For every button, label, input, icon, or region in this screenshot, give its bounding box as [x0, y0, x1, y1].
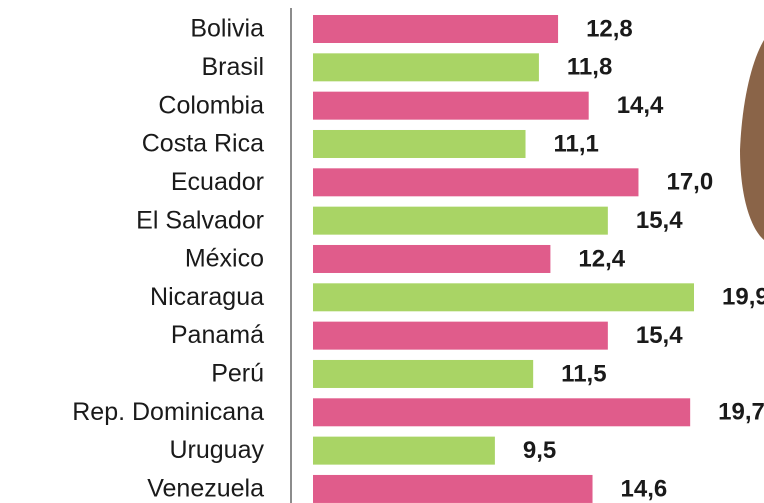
value-label: 15,4	[636, 322, 683, 349]
value-label: 19,9	[722, 284, 764, 311]
bar	[313, 283, 694, 311]
category-label: México	[185, 245, 264, 273]
bar	[313, 130, 526, 158]
bar	[313, 398, 690, 426]
value-label: 15,4	[636, 207, 683, 234]
value-label: 11,8	[567, 54, 612, 81]
category-label: Brasil	[201, 53, 264, 81]
bar	[313, 360, 533, 388]
bar	[313, 322, 608, 350]
category-label: Venezuela	[147, 475, 264, 503]
chart: Bolivia 12,8 Brasil 11,8 Colombia 14,4 Costa R…	[0, 0, 764, 503]
category-label: Bolivia	[190, 15, 264, 43]
category-label: Panamá	[171, 321, 264, 349]
value-label: 12,4	[578, 245, 625, 272]
bar	[313, 15, 558, 43]
category-label: Colombia	[158, 91, 264, 119]
bar	[313, 207, 608, 235]
bar	[313, 92, 589, 120]
value-label: 14,6	[621, 475, 668, 502]
value-label: 17,0	[666, 169, 713, 196]
bar	[313, 475, 593, 503]
category-label: Perú	[211, 360, 264, 388]
value-label: 11,1	[554, 130, 599, 157]
bar	[313, 168, 638, 196]
category-label: El Salvador	[136, 206, 264, 234]
value-label: 11,5	[561, 360, 606, 387]
category-label: Ecuador	[171, 168, 264, 196]
value-label: 14,4	[617, 92, 664, 119]
photo-edge	[740, 40, 764, 240]
category-label: Nicaragua	[150, 283, 264, 311]
category-label: Rep. Dominicana	[72, 398, 264, 426]
bar	[313, 53, 539, 81]
bar	[313, 437, 495, 465]
value-label: 12,8	[586, 15, 633, 42]
value-label: 19,7	[718, 399, 764, 426]
bar	[313, 245, 550, 273]
value-label: 9,5	[523, 437, 556, 464]
category-label: Uruguay	[170, 436, 265, 464]
category-label: Costa Rica	[142, 130, 264, 158]
